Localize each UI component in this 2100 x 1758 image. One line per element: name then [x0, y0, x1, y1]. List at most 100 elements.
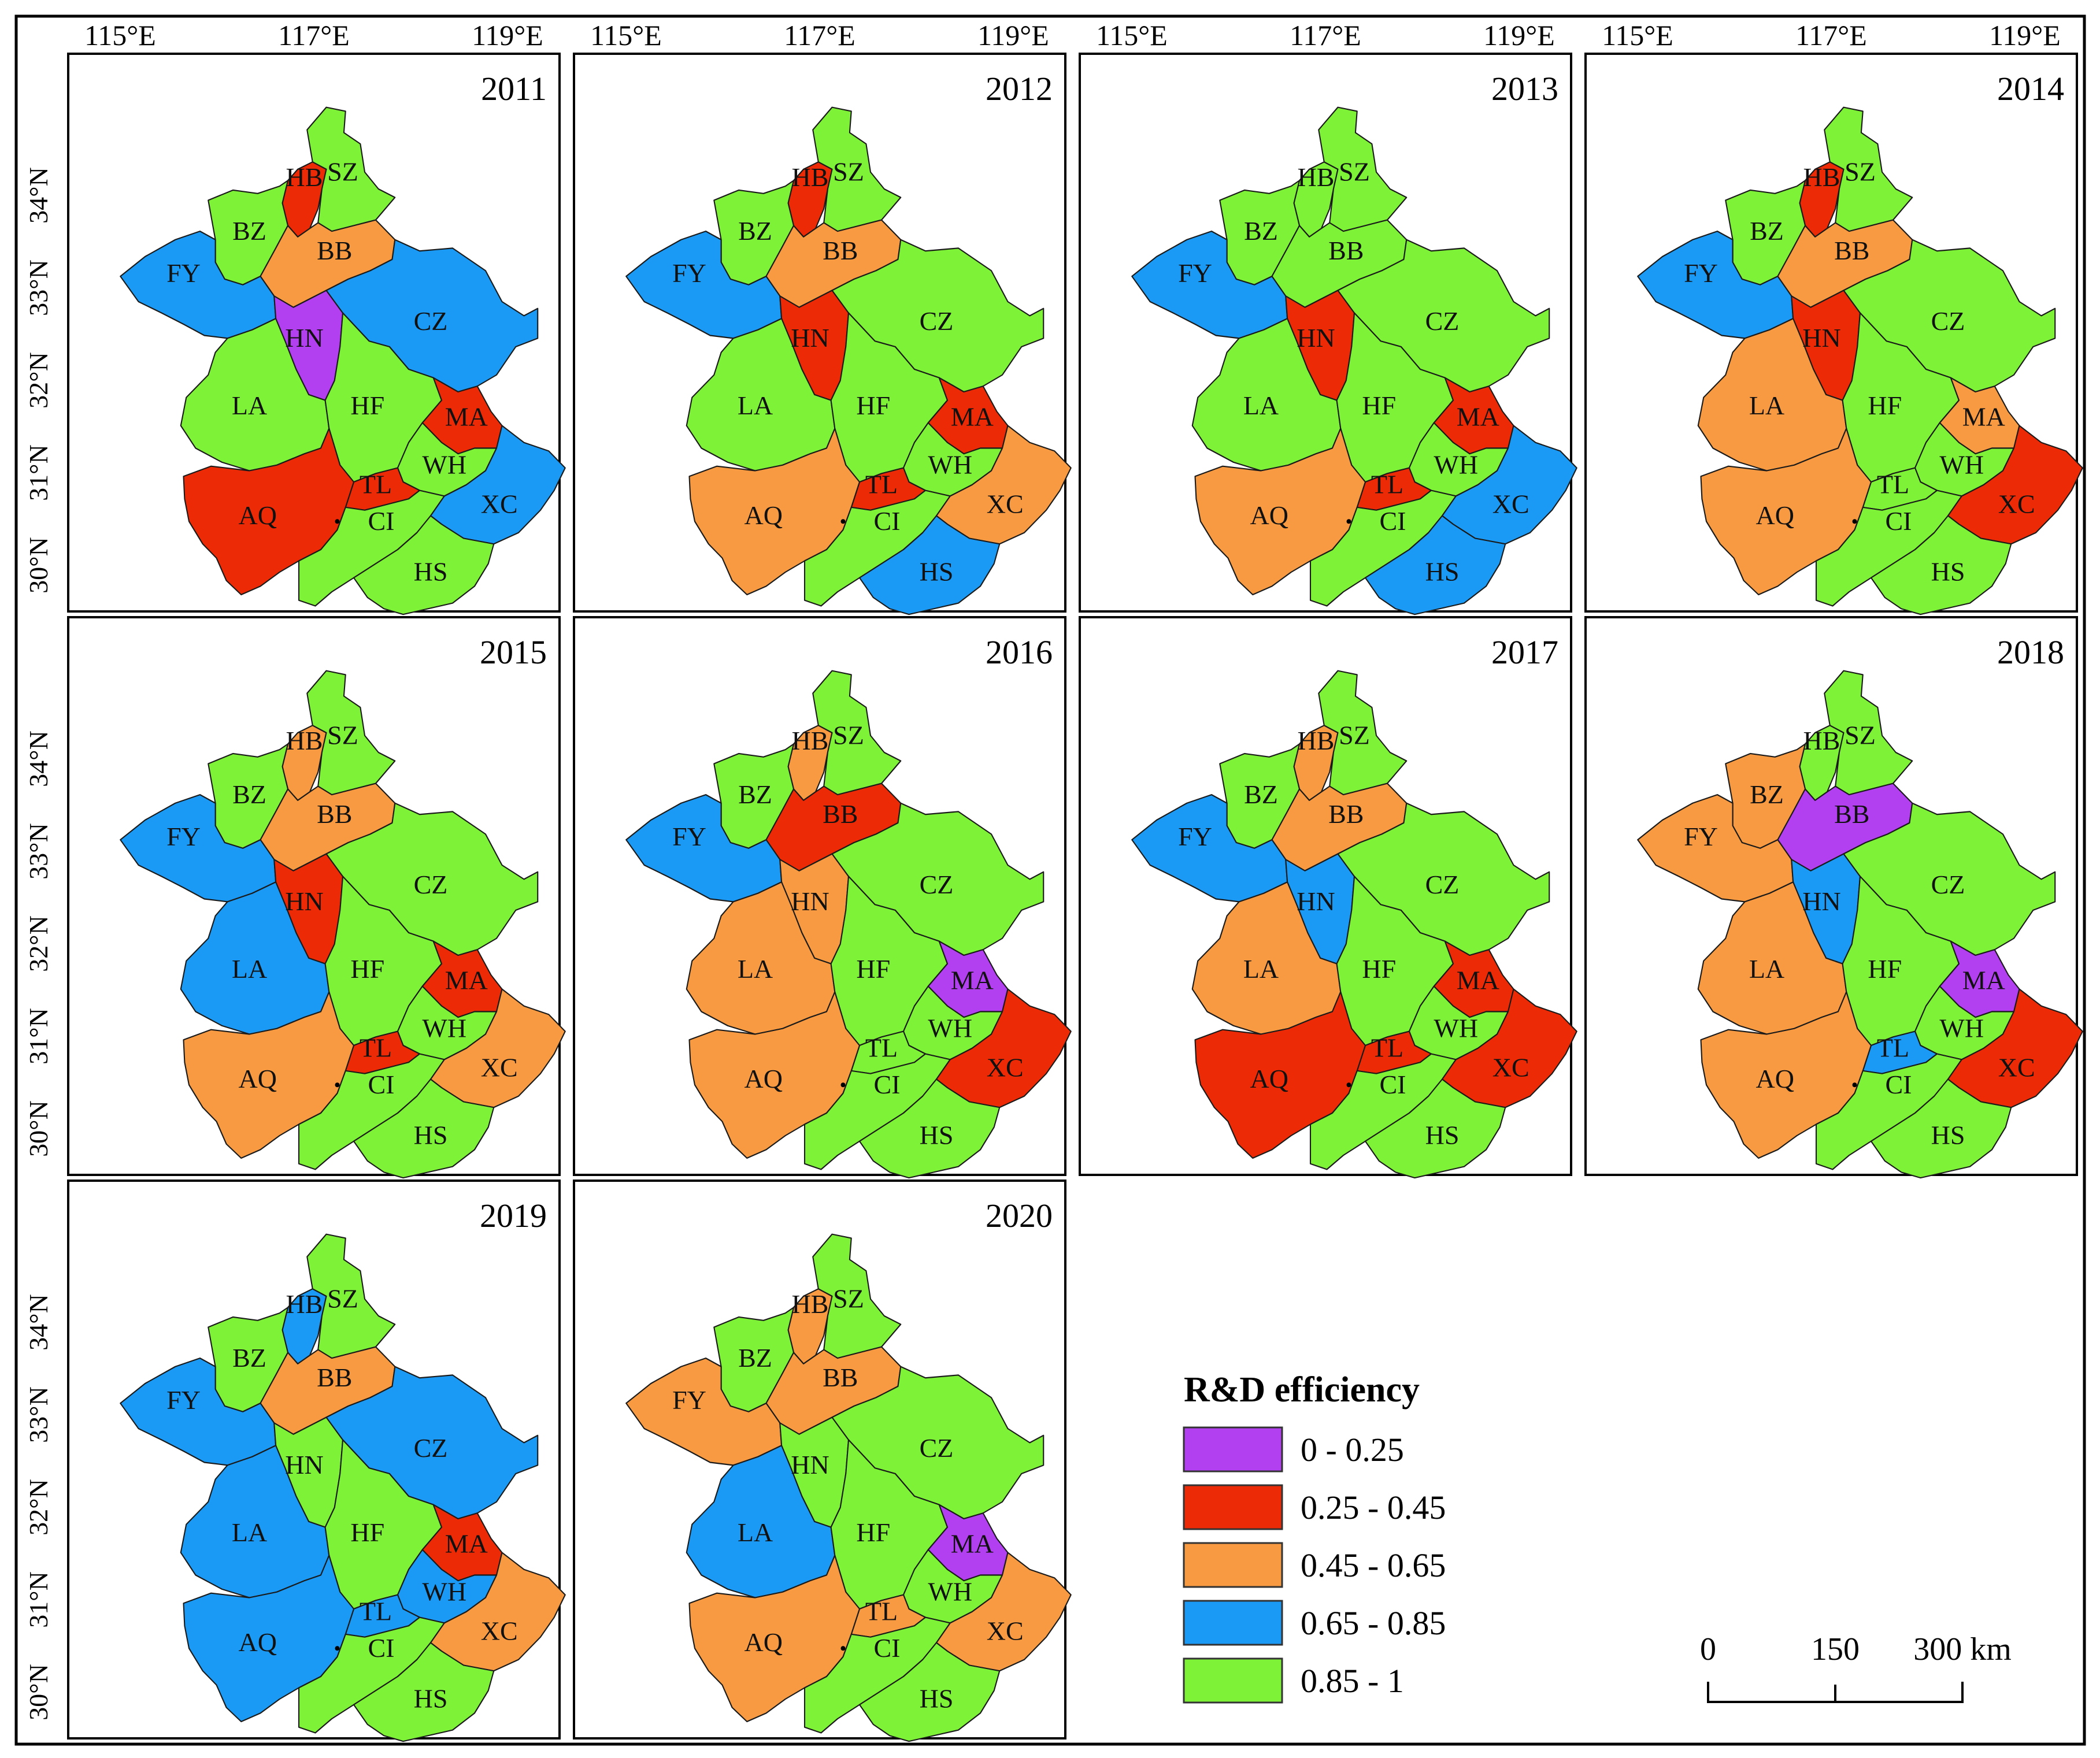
lat-label: 32°N [24, 915, 53, 972]
region-label-AQ: AQ [1756, 500, 1794, 530]
region-label-AQ: AQ [1250, 500, 1288, 530]
lon-label: 115°E [1096, 19, 1168, 51]
region-label-XC: XC [987, 1053, 1024, 1082]
region-label-MA: MA [951, 1529, 994, 1559]
region-HS [858, 1078, 1001, 1179]
region-label-MA: MA [445, 966, 488, 995]
city-point [840, 519, 846, 524]
region-label-BZ: BZ [1244, 780, 1278, 809]
region-label-HF: HF [1362, 954, 1396, 984]
region-FY [120, 231, 277, 339]
region-HS [858, 1642, 1001, 1742]
region-label-XC: XC [1492, 489, 1529, 519]
region-label-WH: WH [422, 1013, 466, 1043]
figure-outer-border [14, 14, 2086, 1746]
scale-tick-0: 0 [1700, 1631, 1716, 1667]
region-label-HS: HS [414, 1121, 448, 1150]
region-labels: HB SZ BZ BB FY HN CZ LA HF MA WH TL AQ CI XC HS [166, 157, 518, 586]
region-FY [1637, 794, 1794, 903]
region-label-WH: WH [928, 450, 972, 479]
region-label-LA: LA [1749, 954, 1784, 984]
map-year-label: 2020 [986, 1197, 1053, 1234]
region-label-CZ: CZ [1425, 870, 1460, 899]
map-panel-2011: 2011 HB SZ BZ BB FY HN CZ LA HF MA WH TL AQ CI XC HS [67, 53, 566, 615]
region-label-BZ: BZ [738, 780, 772, 809]
region-HS [1364, 1078, 1506, 1179]
region-label-LA: LA [232, 954, 267, 984]
region-label-HB: HB [792, 162, 829, 192]
region-label-SZ: SZ [1339, 157, 1370, 186]
region-label-CI: CI [874, 1070, 901, 1099]
legend-swatch [1183, 1600, 1283, 1646]
region-label-CI: CI [368, 1633, 395, 1663]
region-label-WH: WH [928, 1577, 972, 1606]
lon-label: 117°E [1795, 19, 1867, 51]
lat-label: 34°N [24, 1294, 53, 1351]
map-panel-2018: 2018 HB SZ BZ BB FY HN CZ LA HF MA WH TL AQ CI XC HS [1584, 616, 2083, 1179]
map-panel-2019: 2019 HB SZ BZ BB FY HN CZ LA HF MA WH TL AQ CI XC HS [67, 1180, 566, 1742]
region-FY [1131, 231, 1288, 339]
region-label-FY: FY [1684, 258, 1718, 288]
map-year-label: 2014 [1997, 70, 2064, 107]
region-label-HB: HB [1803, 162, 1840, 192]
region-label-LA: LA [1243, 954, 1279, 984]
region-label-LA: LA [232, 391, 267, 420]
lat-label: 30°N [24, 537, 53, 594]
region-label-CI: CI [874, 506, 901, 536]
region-labels: HB SZ BZ BB FY HN CZ LA HF MA WH TL AQ CI XC HS [1178, 157, 1529, 586]
region-label-LA: LA [738, 954, 773, 984]
region-labels: HB SZ BZ BB FY HN CZ LA HF MA WH TL AQ CI XC HS [672, 157, 1024, 586]
city-point [1346, 519, 1351, 524]
region-labels: HB SZ BZ BB FY HN CZ LA HF MA WH TL AQ CI XC HS [166, 1284, 518, 1713]
region-label-HS: HS [1425, 1121, 1460, 1150]
region-label-HB: HB [792, 726, 829, 755]
legend: R&D efficiency 0 - 0.25 0.25 - 0.45 0.45 -… [1183, 1370, 1446, 1704]
region-label-HF: HF [856, 391, 890, 420]
region-labels: HB SZ BZ BB FY HN CZ LA HF MA WH TL AQ CI XC HS [166, 720, 518, 1149]
map-year-label: 2015 [480, 633, 547, 671]
region-label-LA: LA [232, 1518, 267, 1547]
legend-label: 0.85 - 1 [1301, 1662, 1404, 1700]
scale-tick-150: 150 [1811, 1631, 1860, 1667]
legend-swatch [1183, 1542, 1283, 1588]
map-regions [1637, 670, 2083, 1179]
map-regions [625, 670, 1072, 1179]
map-year-label: 2018 [1997, 633, 2064, 671]
region-labels: HB SZ BZ BB FY HN CZ LA HF MA WH TL AQ CI XC HS [672, 720, 1024, 1149]
region-label-WH: WH [1434, 450, 1478, 479]
region-label-HF: HF [1362, 391, 1396, 420]
region-label-LA: LA [738, 391, 773, 420]
map-regions [1131, 106, 1577, 615]
region-label-BB: BB [1834, 799, 1869, 829]
city-point [335, 1646, 340, 1651]
scale-tick-300: 300 km [1913, 1631, 2012, 1667]
region-label-LA: LA [738, 1518, 773, 1547]
region-label-MA: MA [1457, 402, 1499, 432]
region-labels: HB SZ BZ BB FY HN CZ LA HF MA WH TL AQ CI XC HS [1178, 720, 1529, 1149]
region-label-CZ: CZ [414, 306, 448, 336]
city-point [1852, 519, 1857, 524]
legend-swatch [1183, 1657, 1283, 1704]
region-label-MA: MA [1962, 966, 2005, 995]
region-label-HN: HN [285, 887, 323, 916]
region-SZ [1824, 106, 1913, 232]
region-label-HS: HS [920, 1684, 954, 1714]
region-label-TL: TL [360, 1597, 392, 1626]
region-label-FY: FY [672, 258, 706, 288]
map-year-label: 2012 [986, 70, 1053, 107]
region-label-HN: HN [791, 887, 829, 916]
region-label-HB: HB [1803, 726, 1840, 755]
legend-label: 0 - 0.25 [1301, 1431, 1404, 1468]
region-label-CI: CI [1380, 1070, 1406, 1099]
region-label-FY: FY [166, 258, 201, 288]
region-label-HB: HB [792, 1289, 829, 1319]
region-label-CI: CI [874, 1633, 901, 1663]
region-label-SZ: SZ [833, 1284, 864, 1313]
region-label-XC: XC [481, 1053, 518, 1082]
region-label-LA: LA [1243, 391, 1279, 420]
region-label-SZ: SZ [1339, 720, 1370, 750]
region-label-XC: XC [1998, 489, 2035, 519]
region-label-BZ: BZ [1244, 216, 1278, 246]
region-label-SZ: SZ [1845, 157, 1876, 186]
region-label-XC: XC [987, 1616, 1024, 1646]
